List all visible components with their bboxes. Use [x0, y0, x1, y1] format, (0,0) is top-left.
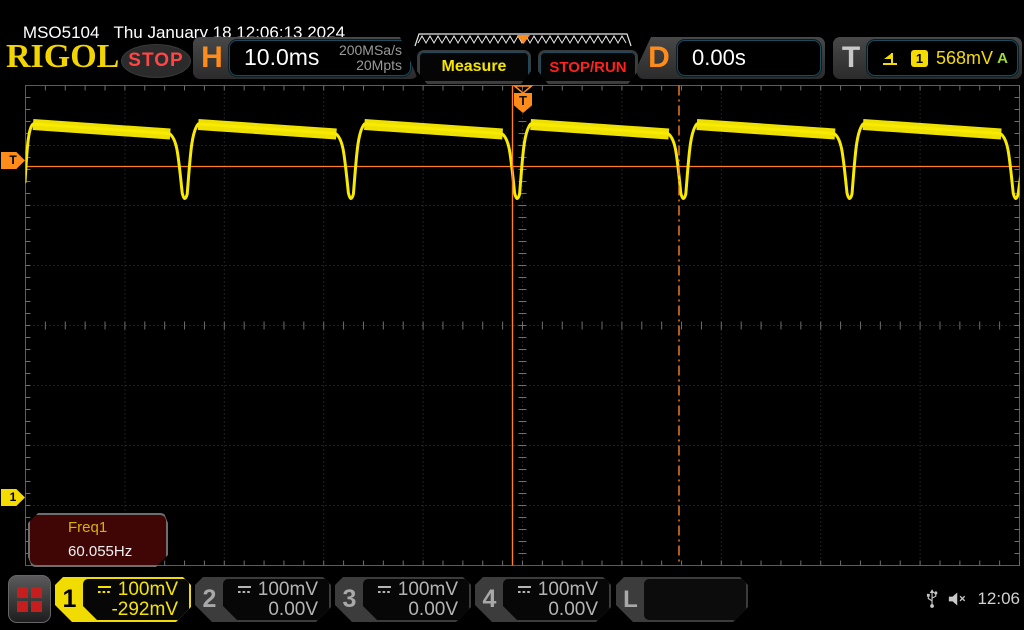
acquisition-status-badge: STOP	[121, 44, 191, 78]
channel-3-offset: 0.00V	[408, 599, 458, 620]
dc-coupling-icon	[516, 584, 533, 595]
trigger-label: T	[841, 41, 861, 74]
trigger-mode-auto: A	[997, 49, 1008, 67]
ch1-ground-marker[interactable]: 1	[1, 489, 25, 506]
measurement-popup[interactable]: Freq1 60.055Hz	[28, 513, 168, 567]
sample-rate: 200MSa/s	[338, 42, 402, 58]
delay-value: 0.00s	[692, 45, 746, 70]
horizontal-position-strip[interactable]	[413, 32, 633, 48]
horizontal-label: H	[201, 41, 223, 74]
dc-coupling-icon	[96, 584, 113, 595]
sound-muted-icon[interactable]	[947, 590, 969, 608]
delay-label: D	[648, 41, 670, 74]
graticule	[25, 85, 1020, 566]
logic-analyzer-widget[interactable]: L 0 1 2 3 4 5 6 7 8 9 1011 12131415	[616, 577, 748, 622]
channel-2-offset: 0.00V	[268, 599, 318, 620]
channel-4-widget[interactable]: 4 100mV 0.00V	[475, 577, 611, 622]
dc-coupling-icon	[236, 584, 253, 595]
channel-1-offset: -292mV	[111, 599, 178, 620]
channel-2-number: 2	[202, 585, 217, 613]
timebase-value: 10.0ms	[244, 44, 320, 70]
sample-rate-readout: 200MSa/s 20Mpts	[339, 43, 402, 73]
ch1-trace	[25, 119, 1020, 200]
channel-1-readout: 100mV -292mV	[83, 579, 189, 620]
dc-coupling-icon	[376, 584, 393, 595]
trigger-level-marker[interactable]: T	[1, 152, 25, 169]
trigger-menu-button[interactable]: T 1 568mV A	[833, 37, 1022, 79]
delay-menu-button[interactable]: D 0.00s	[637, 37, 825, 79]
channel-3-widget[interactable]: 3 100mV 0.00V	[335, 577, 471, 622]
trigger-source-badge: 1	[911, 49, 928, 67]
falling-edge-icon	[883, 52, 897, 65]
channel-4-readout: 100mV 0.00V	[503, 579, 609, 620]
trigger-position-triangle-icon	[513, 85, 533, 94]
window-position-marker[interactable]	[517, 35, 530, 44]
channel-2-scale: 100mV	[257, 579, 318, 600]
stop-run-button[interactable]: STOP/RUN	[538, 50, 638, 84]
menu-grid-icon	[17, 586, 42, 612]
measurement-value: 60.055Hz	[68, 543, 133, 560]
channel-1-scale: 100mV	[117, 579, 178, 600]
horizontal-menu-button[interactable]: H 10.0ms 200MSa/s 20Mpts	[193, 37, 418, 79]
trigger-readout: 1 568mV A	[867, 40, 1018, 76]
logic-label: L	[623, 585, 638, 613]
status-icons: 12:06	[926, 584, 1020, 614]
delay-readout: 0.00s	[677, 40, 821, 76]
memory-overview-icon	[414, 33, 632, 47]
channel-2-widget[interactable]: 2 100mV 0.00V	[195, 577, 331, 622]
channel-3-scale: 100mV	[397, 579, 458, 600]
trigger-position-flag[interactable]: T	[513, 85, 533, 114]
channel-4-number: 4	[482, 585, 497, 613]
usb-icon[interactable]	[926, 588, 938, 610]
channel-4-scale: 100mV	[537, 579, 598, 600]
main-menu-button[interactable]	[8, 575, 51, 623]
channel-1-widget[interactable]: 1 100mV -292mV	[55, 577, 191, 622]
rigol-logo: RIGOL	[6, 38, 120, 75]
measurement-name: Freq1	[68, 519, 108, 536]
measure-button[interactable]: Measure	[417, 50, 531, 84]
clock: 12:06	[977, 589, 1020, 608]
channel-1-number: 1	[62, 585, 77, 613]
model-name: MSO5104	[22, 23, 100, 42]
trigger-level-value: 568mV	[936, 47, 994, 68]
horizontal-readout: 10.0ms 200MSa/s 20Mpts	[229, 40, 411, 76]
channel-2-readout: 100mV 0.00V	[223, 579, 329, 620]
trigger-flag-label: T	[514, 93, 532, 113]
channel-3-readout: 100mV 0.00V	[363, 579, 469, 620]
memory-depth: 20Mpts	[356, 57, 402, 73]
titlebar: MSO5104 Thu January 18 12:06:13 2024	[4, 3, 345, 42]
channel-4-offset: 0.00V	[548, 599, 598, 620]
channel-3-number: 3	[342, 585, 357, 613]
logic-channels-readout: 0 1 2 3 4 5 6 7 8 9 1011 12131415	[644, 579, 746, 620]
